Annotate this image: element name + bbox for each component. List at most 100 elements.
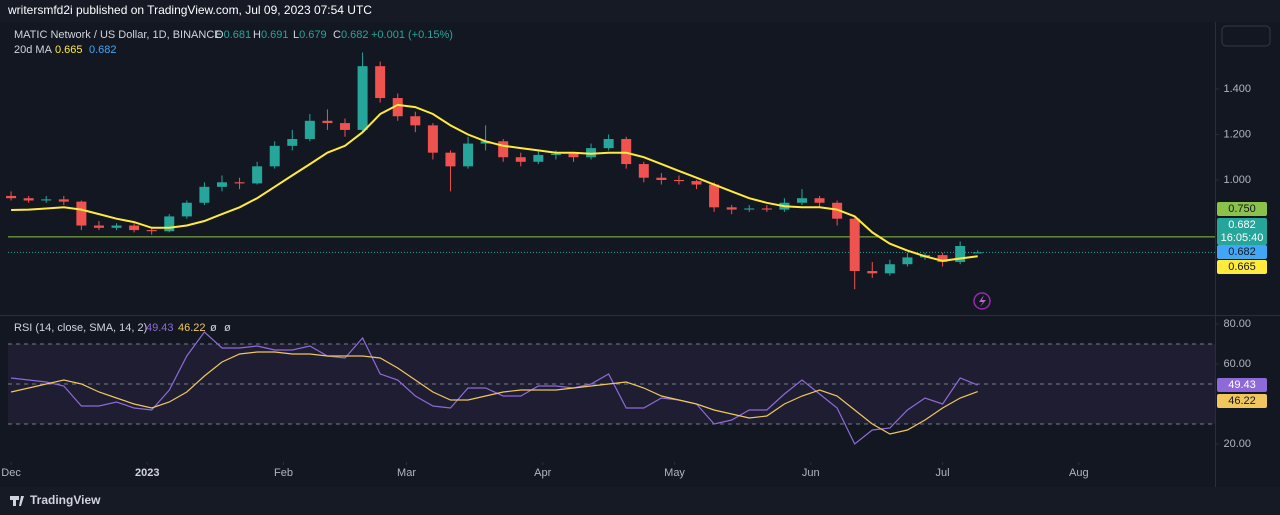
price-label-box bbox=[1217, 260, 1267, 274]
price-label-box bbox=[1217, 245, 1267, 259]
price-label-box bbox=[1217, 218, 1267, 245]
candle-body bbox=[744, 208, 755, 210]
candle-body bbox=[463, 143, 474, 167]
candle-body bbox=[656, 177, 667, 180]
ohlc-letter: O bbox=[215, 29, 224, 41]
price-label-box bbox=[1217, 378, 1267, 392]
candle-body bbox=[955, 246, 966, 262]
candle-body bbox=[375, 66, 386, 99]
rsi-sma-value: 46.22 bbox=[178, 322, 206, 334]
price-label-box bbox=[1217, 394, 1267, 408]
candle-body bbox=[76, 201, 87, 226]
candle-body bbox=[726, 207, 737, 210]
candle-body bbox=[199, 186, 210, 203]
line-layer bbox=[10, 103, 978, 445]
ma-legend: 20d MA 0.665 0.682 bbox=[14, 44, 117, 56]
candle-body bbox=[340, 123, 351, 130]
candle-body bbox=[972, 252, 983, 254]
candle-body bbox=[814, 198, 825, 203]
candle-body bbox=[23, 198, 34, 201]
candle-body bbox=[6, 195, 17, 199]
candle-body bbox=[181, 202, 192, 217]
alert-circle[interactable] bbox=[973, 292, 991, 310]
candle-body bbox=[216, 182, 227, 187]
candle-body bbox=[269, 145, 280, 167]
ohlc-value: 0.681 bbox=[224, 29, 252, 41]
y-tick-label: 1.000 bbox=[1223, 174, 1251, 186]
candle-body bbox=[129, 225, 140, 231]
price-label: 0.750 bbox=[1228, 203, 1256, 215]
alert-bolt[interactable] bbox=[979, 295, 986, 307]
ohlc-letter: C bbox=[333, 29, 341, 41]
chart-area bbox=[0, 22, 1280, 487]
x-tick-label: Apr bbox=[534, 467, 551, 479]
ma-name: 20d MA bbox=[14, 44, 53, 56]
candle-body bbox=[427, 125, 438, 153]
ohlc-value: 0.679 bbox=[299, 29, 327, 41]
x-tick-label: Dec bbox=[1, 467, 21, 479]
candle-body bbox=[252, 166, 263, 184]
price-label: 0.665 bbox=[1228, 261, 1256, 273]
ohlc-letter: H bbox=[253, 29, 261, 41]
brand[interactable]: TradingView bbox=[10, 493, 101, 507]
y-tick-label: 1.400 bbox=[1223, 83, 1251, 95]
brand-name[interactable]: TradingView bbox=[30, 493, 101, 507]
candle-body bbox=[621, 139, 632, 165]
y-tick-label: 80.00 bbox=[1223, 318, 1251, 330]
candle-body bbox=[867, 271, 878, 274]
candle-body bbox=[515, 157, 526, 162]
price-label: 49.43 bbox=[1228, 379, 1256, 391]
candle-body bbox=[691, 181, 702, 185]
candle-body bbox=[673, 179, 684, 182]
brand-logo[interactable] bbox=[10, 496, 24, 506]
candle-body bbox=[849, 218, 860, 272]
candle-body bbox=[498, 141, 509, 158]
indicator-line bbox=[11, 331, 978, 445]
candle-body bbox=[392, 98, 403, 117]
x-tick-label: Jul bbox=[936, 467, 950, 479]
candle-body bbox=[638, 164, 649, 178]
moving-average-line bbox=[11, 103, 978, 262]
candle-body bbox=[410, 116, 421, 126]
y-tick-label: 1.200 bbox=[1223, 128, 1251, 140]
candle-body bbox=[234, 182, 245, 184]
candle-body bbox=[568, 153, 579, 158]
candle-body bbox=[796, 198, 807, 203]
x-tick-label: Jun bbox=[802, 467, 820, 479]
x-tick-label: Mar bbox=[397, 467, 416, 479]
price-label: 0.682 bbox=[1228, 219, 1256, 231]
candle-body bbox=[603, 139, 614, 149]
alert-icon[interactable] bbox=[973, 292, 991, 310]
scale-button[interactable] bbox=[1221, 25, 1271, 47]
candle-body bbox=[93, 225, 104, 228]
x-tick-label: 2023 bbox=[135, 467, 159, 479]
legend-line: MATIC Network / US Dollar, 1D, BINANCE O… bbox=[14, 29, 453, 41]
publish-header: writersmfd2i published on TradingView.co… bbox=[7, 3, 372, 17]
x-tick-label: Feb bbox=[274, 467, 293, 479]
candle-body bbox=[445, 152, 456, 167]
candle-body bbox=[146, 230, 157, 232]
price-label: 0.682 bbox=[1228, 246, 1256, 258]
price-label-box bbox=[1217, 202, 1267, 216]
candle-body bbox=[937, 255, 948, 262]
ma-value: 0.665 bbox=[55, 44, 83, 56]
candle-body bbox=[586, 148, 597, 158]
countdown-label: 16:05:40 bbox=[1221, 232, 1264, 244]
candle-body bbox=[761, 208, 772, 210]
candle-body bbox=[902, 257, 913, 265]
y-tick-label: 20.00 bbox=[1223, 438, 1251, 450]
indicator-line bbox=[10, 351, 978, 435]
candle-body bbox=[480, 141, 491, 144]
ohlc-value: 0.691 bbox=[261, 29, 289, 41]
candle-body bbox=[287, 139, 298, 146]
y-tick-label: 60.00 bbox=[1223, 358, 1251, 370]
candle-body bbox=[832, 202, 843, 219]
candle-body bbox=[164, 216, 175, 232]
candle-body bbox=[884, 264, 895, 274]
rsi-value: 49.43 bbox=[146, 322, 174, 334]
x-tick-label: May bbox=[664, 467, 685, 479]
change-label: +0.001 (+0.15%) bbox=[371, 29, 453, 41]
rsi-extra: ø bbox=[210, 322, 217, 334]
rsi-legend: RSI (14, close, SMA, 14, 2) 49.43 46.22 … bbox=[14, 322, 231, 334]
